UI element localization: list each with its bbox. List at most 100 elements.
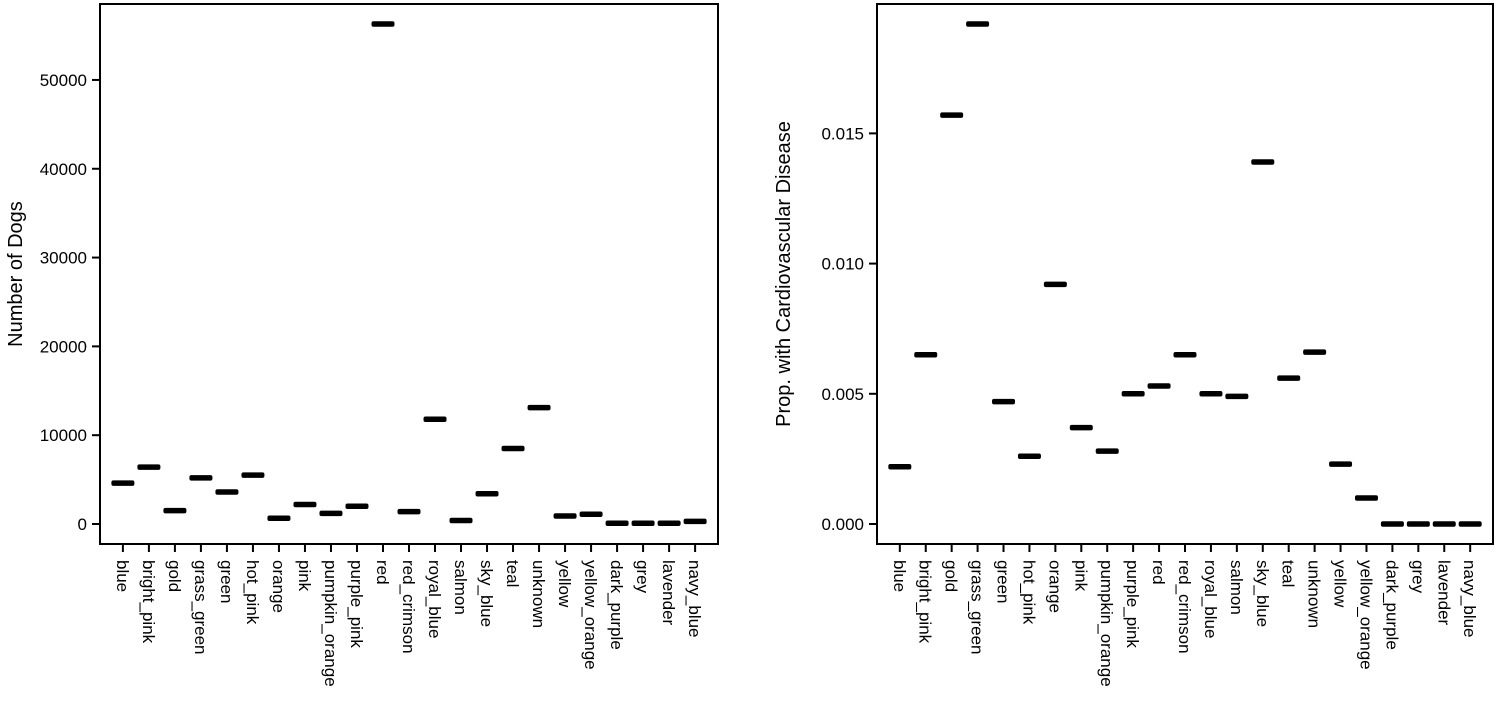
data-dash-green <box>992 398 1016 405</box>
data-dash-gold <box>163 507 187 514</box>
plot-box <box>876 3 1494 545</box>
y-tick-label: 0.010 <box>821 255 864 274</box>
y-tick-label: 20000 <box>40 337 87 356</box>
x-tick-label-gold: gold <box>165 560 184 592</box>
x-tick-label-orange: orange <box>269 560 288 613</box>
data-dash-teal <box>501 445 525 452</box>
data-dash-dark_purple <box>1380 521 1404 527</box>
x-tick-label-pumpkin_orange: pumpkin_orange <box>1097 560 1116 687</box>
x-tick-label-gold: gold <box>942 560 961 592</box>
data-dash-salmon <box>449 517 473 524</box>
x-tick-label-yellow_orange: yellow_orange <box>1356 560 1375 670</box>
cvd-proportion-panel: 0.000 0.005 0.010 0.015 blue bright_pink gold g… <box>773 3 1494 687</box>
data-dash-blue <box>111 480 135 486</box>
x-tick-label-hot_pink: hot_pink <box>243 560 262 625</box>
x-tick-label-unknown: unknown <box>529 560 548 628</box>
x-tick-label-dark_purple: dark_purple <box>607 560 626 650</box>
y-axis-title: Number of Dogs <box>5 201 27 347</box>
data-dash-royal_blue <box>1199 391 1223 397</box>
x-tick-label-navy_blue: navy_blue <box>1460 560 1479 638</box>
x-tick-label-purple_pink: purple_pink <box>347 560 366 648</box>
x-tick-label-royal_blue: royal_blue <box>1201 560 1220 638</box>
data-dash-grey <box>1406 521 1430 527</box>
y-tick-label: 0.015 <box>821 124 864 143</box>
x-tick-label-bright_pink: bright_pink <box>916 560 935 644</box>
x-tick-label-hot_pink: hot_pink <box>1019 560 1038 625</box>
x-tick-label-royal_blue: royal_blue <box>425 560 444 638</box>
data-dash-green <box>215 489 239 495</box>
data-dash-unknown <box>1303 349 1327 355</box>
x-tick-label-unknown: unknown <box>1305 560 1324 628</box>
data-dash-royal_blue <box>423 416 447 422</box>
data-dash-blue <box>888 463 912 470</box>
data-dash-purple_pink <box>1121 391 1145 397</box>
data-dash-pumpkin_orange <box>1095 448 1119 454</box>
x-tick-label-yellow: yellow <box>1331 560 1350 608</box>
y-axis-title: Prop. with Cardiovascular Disease <box>773 121 795 427</box>
data-dash-pink <box>293 501 317 508</box>
x-tick-label-yellow_orange: yellow_orange <box>581 560 600 670</box>
data-dash-red_crimson <box>397 508 421 515</box>
data-dash-dark_purple <box>605 520 629 527</box>
data-dash-red_crimson <box>1173 351 1197 358</box>
x-tick-label-purple_pink: purple_pink <box>1123 560 1142 648</box>
dogs-count-panel: 0 10000 20000 30000 40000 50000 blue bright_pin… <box>5 3 719 687</box>
plot-box <box>99 3 719 545</box>
y-tick-label: 0 <box>78 515 87 534</box>
data-dash-bright_pink <box>137 464 161 470</box>
data-dash-sky_blue <box>1251 159 1275 165</box>
data-dash-purple_pink <box>345 503 369 509</box>
data-dash-gold <box>940 112 964 118</box>
x-tick-label-red: red <box>373 560 392 585</box>
x-tick-label-yellow: yellow <box>555 560 574 608</box>
data-dash-lavender <box>657 520 681 527</box>
y-tick-label: 10000 <box>40 426 87 445</box>
data-dash-teal <box>1277 375 1301 381</box>
x-tick-label-sky_blue: sky_blue <box>477 560 496 627</box>
x-tick-label-grass_green: grass_green <box>191 560 210 655</box>
data-dash-grass_green <box>189 475 213 481</box>
x-tick-label-lavender: lavender <box>1434 560 1453 626</box>
x-tick-label-pink: pink <box>295 560 314 592</box>
x-tick-label-navy_blue: navy_blue <box>685 560 704 638</box>
data-dash-grass_green <box>966 21 990 27</box>
data-dash-red <box>371 21 395 27</box>
x-tick-label-lavender: lavender <box>659 560 678 626</box>
x-tick-label-green: green <box>217 560 236 603</box>
x-tick-label-pumpkin_orange: pumpkin_orange <box>321 560 340 687</box>
x-tick-label-red_crimson: red_crimson <box>399 560 418 654</box>
y-tick-label: 30000 <box>40 249 87 268</box>
y-tick-label: 0.000 <box>821 515 864 534</box>
data-dash-sky_blue <box>475 491 499 497</box>
data-dash-navy_blue <box>683 518 707 525</box>
data-dash-red <box>1147 383 1171 389</box>
data-dash-pink <box>1069 424 1093 431</box>
data-dash-hot_pink <box>1017 453 1041 460</box>
x-tick-label-orange: orange <box>1045 560 1064 613</box>
x-tick-label-red_crimson: red_crimson <box>1175 560 1194 654</box>
data-dash-pumpkin_orange <box>319 510 343 517</box>
y-tick-label: 50000 <box>40 71 87 90</box>
data-dash-yellow_orange <box>1354 495 1378 501</box>
data-dash-hot_pink <box>241 472 265 478</box>
x-tick-label-dark_purple: dark_purple <box>1382 560 1401 650</box>
data-dash-orange <box>267 515 291 521</box>
data-dash-lavender <box>1432 521 1456 527</box>
y-tick-label: 0.005 <box>821 385 864 404</box>
x-tick-label-green: green <box>994 560 1013 603</box>
data-dash-salmon <box>1225 393 1249 400</box>
x-tick-label-blue: blue <box>890 560 909 592</box>
y-tick-label: 40000 <box>40 160 87 179</box>
x-tick-label-grey: grey <box>633 560 652 594</box>
data-dash-yellow <box>1329 461 1353 467</box>
data-dash-grey <box>631 520 655 527</box>
data-dash-yellow_orange <box>579 511 603 517</box>
data-dash-bright_pink <box>914 351 938 358</box>
x-tick-label-sky_blue: sky_blue <box>1253 560 1272 627</box>
x-tick-label-red: red <box>1149 560 1168 585</box>
data-dash-navy_blue <box>1458 521 1482 527</box>
x-tick-label-teal: teal <box>503 560 522 587</box>
x-tick-label-salmon: salmon <box>451 560 470 615</box>
x-tick-label-blue: blue <box>113 560 132 592</box>
